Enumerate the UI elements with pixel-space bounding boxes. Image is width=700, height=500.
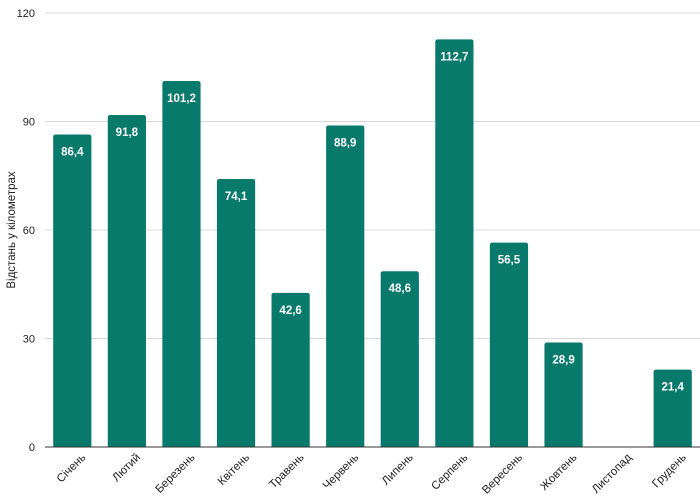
bar: [435, 39, 474, 447]
bar: [544, 342, 583, 447]
x-tick-label: Листопад: [590, 451, 634, 495]
bar: [489, 242, 529, 447]
data-label: 48,6: [389, 283, 411, 295]
x-tick-label: Квітень: [216, 452, 252, 488]
data-label: 56,5: [498, 255, 521, 267]
x-tick-label: Лютий: [110, 452, 143, 485]
x-tick-label: Березень: [153, 452, 197, 496]
y-tick-label: 60: [23, 225, 35, 237]
y-axis-ticks: 0 30 60 90 120: [17, 8, 35, 454]
data-label: 86,4: [61, 147, 84, 159]
bars: [53, 39, 692, 448]
y-tick-label: 120: [17, 8, 35, 20]
data-label: 21,4: [662, 382, 685, 394]
data-label: 74,1: [225, 191, 248, 203]
data-label: 28,9: [552, 354, 574, 366]
x-tick-label: Липень: [380, 452, 416, 488]
y-tick-label: 0: [29, 442, 35, 454]
x-tick-label: Січень: [55, 452, 89, 486]
bar: [107, 114, 146, 448]
x-tick-label: Вересень: [480, 452, 525, 497]
data-label: 91,8: [116, 127, 139, 139]
gridlines: [45, 12, 700, 339]
y-tick-label: 30: [23, 334, 35, 346]
bar: [380, 271, 419, 447]
data-label: 112,7: [440, 51, 468, 63]
x-tick-label: Серпень: [429, 452, 470, 493]
data-label: 88,9: [334, 137, 356, 149]
bar: [326, 125, 365, 447]
bar: [162, 80, 201, 447]
x-tick-label: Червень: [321, 452, 361, 492]
y-axis-title: Відстань у кілометрах: [6, 171, 18, 289]
data-label: 42,6: [279, 305, 301, 317]
data-label: 101,2: [167, 93, 196, 105]
bar: [271, 292, 310, 447]
x-tick-label: Жовтень: [538, 452, 579, 493]
bar: [216, 179, 256, 447]
x-tick-label: Травень: [267, 452, 307, 492]
bar: [53, 134, 92, 447]
y-tick-label: 90: [23, 117, 35, 129]
x-axis-ticks: Січень Лютий Березень Квітень Травень Червень…: [55, 451, 689, 496]
data-labels: 86,4 91,8 101,2 74,1 42,6 88,9 48,6 112,7 56,5 28…: [61, 51, 684, 393]
x-tick-label: Грудень: [650, 452, 689, 491]
bar: [653, 369, 692, 447]
